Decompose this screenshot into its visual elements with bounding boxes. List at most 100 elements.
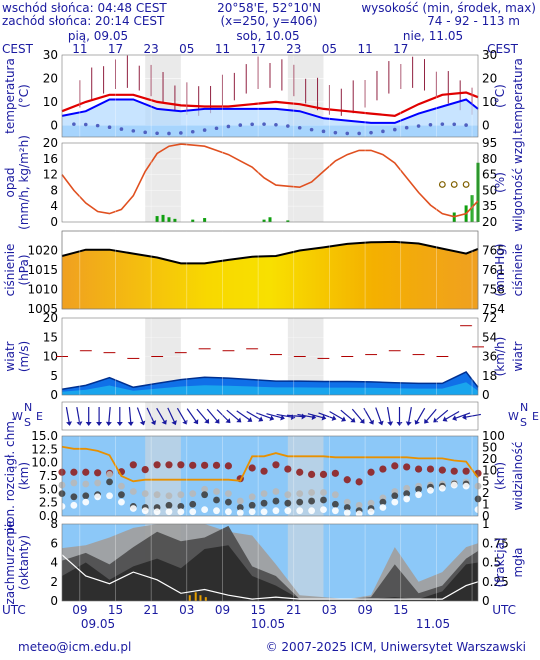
cloud-level-dot xyxy=(343,498,351,506)
cloud-level-dot xyxy=(414,465,423,473)
fog-unit-right: (frakcja) xyxy=(493,537,507,587)
y-tick-right: 0 xyxy=(482,118,490,132)
pressure-tick-right: 761 xyxy=(482,263,505,277)
hour-tick-top: 23 xyxy=(144,42,159,56)
wind-arrow-head xyxy=(433,417,439,423)
wind-arrow-head xyxy=(85,422,92,426)
wind-arrow-shaft xyxy=(256,412,274,420)
wind-arrow-head xyxy=(378,420,384,426)
precipitation-bar xyxy=(191,219,195,222)
wind-arrow-head xyxy=(161,419,167,425)
cloud-level-dot xyxy=(462,467,470,475)
humidity-tick-right: 65 xyxy=(482,168,497,182)
y-tick-left: 10 xyxy=(43,350,58,364)
wind-direction-arrow xyxy=(256,412,275,421)
wind-arrow-head xyxy=(462,414,467,420)
cloud-level-dot xyxy=(201,461,209,469)
wind-arrow-head xyxy=(204,418,210,424)
cloud-level-dot xyxy=(450,467,458,475)
wind-direction-arrow xyxy=(236,410,253,422)
hour-tick-bottom: 15 xyxy=(108,603,123,617)
temperature-unit-left: (°C) xyxy=(17,84,31,108)
cloud-level-dot xyxy=(427,487,434,494)
compass-label-right: S xyxy=(520,416,527,429)
cloud-level-dot xyxy=(141,466,149,474)
cloud-level-dot xyxy=(284,507,292,515)
panel-frame xyxy=(61,142,479,223)
visibility-tick-right: 10 xyxy=(482,463,497,477)
visibility-tick-right: 2 xyxy=(482,486,490,500)
hour-tick-top: 05 xyxy=(322,42,337,56)
temperature-line xyxy=(61,91,479,118)
cloud-level-dot xyxy=(320,489,327,496)
cloud-level-dot xyxy=(272,507,280,515)
hour-tick-bottom: 09 xyxy=(357,603,372,617)
panel-frame xyxy=(61,523,479,602)
wind-arrow-head xyxy=(387,421,394,426)
fog-tick-right: 0.25 xyxy=(482,575,509,589)
cloud-level-dot xyxy=(403,484,411,492)
ground-temperature-dot xyxy=(428,122,433,127)
cloud-level-dot xyxy=(82,468,90,476)
pressure-axis-label-left: ciśnienie xyxy=(3,244,17,297)
dewpoint-area xyxy=(62,99,478,137)
utc-label-left: UTC xyxy=(2,603,26,617)
wind-direction-arrow xyxy=(318,412,337,421)
wind-arrow-shaft xyxy=(65,407,71,425)
panel-precipitation_humidity-background xyxy=(62,143,478,222)
wind-tick-right: 0 xyxy=(482,388,490,402)
elevation-values: 74 - 92 - 113 m xyxy=(427,14,520,28)
cloudbase-axis-label-left: pion. rozciągł. chm. xyxy=(3,417,17,535)
cloud-level-dot xyxy=(415,491,422,499)
cloud-level-dot xyxy=(331,507,339,515)
precipitation-bar xyxy=(286,220,290,222)
wind-direction-arrow xyxy=(85,407,92,426)
wind-arrow-head xyxy=(442,416,448,422)
wind-direction-arrow xyxy=(442,410,460,422)
cloud-level-dot xyxy=(403,495,411,503)
cloud-level-dot xyxy=(70,501,78,509)
wind-axis-label-right: wiatr xyxy=(511,341,525,371)
y-tick-left: 0 xyxy=(50,388,58,402)
snow-mark xyxy=(462,181,470,188)
hour-tick-top: 11 xyxy=(72,42,87,56)
cloudbase-tick-left: 5.0 xyxy=(39,482,58,496)
grid-point-text: (x=250, y=406) xyxy=(220,14,317,28)
cloud-level-dot xyxy=(260,499,268,507)
wind-direction-arrow xyxy=(206,408,220,424)
cloud-level-dot xyxy=(355,501,363,509)
cloud-level-dot xyxy=(106,478,113,486)
ground-temperature-dot xyxy=(119,127,124,131)
cloud-level-dot xyxy=(426,465,435,473)
visibility-tick-right: 20 xyxy=(482,452,497,466)
wind-direction-arrow xyxy=(386,407,394,426)
cloud-level-dot xyxy=(331,491,339,499)
cloud-level-dot xyxy=(379,498,387,506)
cloud-level-dot xyxy=(391,462,399,470)
wind-arrow-head xyxy=(452,415,457,421)
cloud-level-dot xyxy=(415,485,422,493)
humidity-axis-label-right: wilgotność wzgl. xyxy=(511,133,525,232)
cloud-level-dot xyxy=(70,493,78,501)
night-band xyxy=(287,143,324,222)
cloud-level-dot xyxy=(462,482,470,490)
ground-temperature-dot xyxy=(345,131,350,136)
ground-temperature-dot xyxy=(369,130,373,135)
cloud-level-dot xyxy=(403,490,411,497)
visibility-tick-right: 100 xyxy=(482,429,505,443)
wind-arrow-head xyxy=(214,418,220,424)
cloudcover-tick-left: 6 xyxy=(50,536,58,550)
cloud-level-dot xyxy=(177,503,185,510)
visibility-tick-right: 0 xyxy=(482,509,490,523)
cloud-level-dot xyxy=(260,508,268,516)
elevation-title: wysokość (min, środek, max) xyxy=(361,1,536,15)
wind-arrow-head xyxy=(340,416,346,422)
cloud-level-dot xyxy=(189,490,197,497)
wind-direction-arrow xyxy=(156,407,167,425)
wind-direction-arrow xyxy=(424,408,437,424)
ground-temperature-dot xyxy=(95,123,100,128)
visibility-tick-right: 50 xyxy=(482,440,497,454)
cloud-level-dot xyxy=(201,506,209,513)
cloud-level-dot xyxy=(129,488,137,495)
cloud-level-dot xyxy=(129,505,137,512)
